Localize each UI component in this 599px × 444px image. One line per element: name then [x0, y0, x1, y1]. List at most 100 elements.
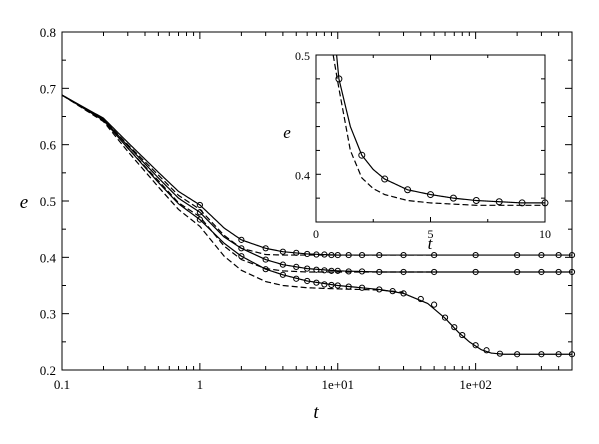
main-series-group — [61, 94, 576, 358]
main-marker — [304, 250, 311, 258]
main-marker — [514, 351, 521, 358]
inset-x-tick-label: 10 — [539, 227, 551, 241]
main-marker — [538, 268, 545, 276]
inset-marker — [335, 75, 343, 83]
main-marker — [328, 251, 335, 259]
main-marker — [441, 314, 449, 321]
main-marker — [568, 251, 576, 259]
main-marker — [472, 251, 479, 259]
main-marker — [262, 245, 269, 252]
main-marker — [472, 268, 479, 276]
inset-marker — [404, 186, 412, 194]
main-marker — [262, 256, 269, 263]
main-x-tick-label: 0.1 — [54, 377, 70, 392]
main-y-tick-label: 0.4 — [40, 250, 57, 265]
main-marker — [345, 283, 352, 290]
inset-marker — [427, 191, 434, 199]
main-marker — [313, 266, 320, 273]
main-series-dashed-line — [61, 94, 404, 293]
inset-marker — [518, 199, 526, 207]
main-marker — [555, 351, 562, 358]
main-marker — [313, 279, 320, 286]
main-y-tick-label: 0.6 — [40, 138, 57, 153]
main-marker — [196, 209, 203, 216]
main-marker — [262, 266, 269, 273]
main-y-axis-label: e — [20, 192, 28, 213]
main-marker — [555, 268, 562, 276]
main-x-tick-label: 1e+01 — [321, 377, 354, 392]
main-marker — [400, 268, 407, 276]
main-marker — [400, 251, 407, 259]
inset-series-group — [332, 54, 549, 207]
inset-y-axis-label: e — [283, 123, 291, 142]
main-marker — [376, 251, 383, 259]
inset-tick-labels: 0 5 10 0.4 0.5 — [295, 49, 551, 241]
main-marker — [304, 265, 311, 272]
inset-x-tick-label: 5 — [428, 227, 434, 241]
main-marker — [345, 251, 352, 259]
main-marker — [358, 268, 366, 275]
main-y-tick-label: 0.2 — [40, 363, 56, 378]
inset-marker — [381, 175, 389, 183]
main-marker — [313, 251, 320, 258]
main-marker — [238, 253, 245, 260]
main-marker — [376, 286, 383, 293]
main-axis-ticks — [61, 31, 573, 371]
inset-marker — [449, 194, 457, 202]
inset-plot-frame — [315, 54, 546, 223]
inset-x-axis-label: t — [428, 234, 434, 253]
main-marker — [400, 290, 407, 297]
main-marker — [321, 267, 328, 274]
main-marker — [538, 351, 545, 358]
main-marker — [304, 277, 311, 285]
main-marker — [328, 267, 335, 274]
main-marker — [334, 267, 341, 274]
main-marker — [431, 251, 438, 259]
main-marker — [196, 216, 203, 223]
main-marker — [459, 331, 466, 339]
main-plot: 0.1 1 1e+01 1e+02 0.2 0.3 0.4 0.5 0.6 0.7 0.8 t e — [20, 25, 576, 423]
main-marker — [431, 268, 438, 276]
main-series-solid-line — [61, 94, 572, 273]
main-marker — [451, 324, 458, 331]
main-marker — [472, 342, 479, 349]
main-marker — [293, 263, 300, 271]
inset-x-tick-label: 0 — [313, 227, 319, 241]
main-series-solid-line — [61, 94, 572, 256]
main-y-tick-label: 0.8 — [40, 25, 56, 40]
main-marker — [568, 268, 576, 276]
main-marker — [196, 201, 203, 209]
main-marker — [417, 295, 424, 303]
inset-marker — [358, 151, 366, 159]
main-marker — [279, 271, 286, 278]
main-marker — [293, 249, 300, 256]
main-marker — [568, 351, 576, 358]
main-marker — [321, 281, 328, 288]
main-marker — [238, 245, 245, 252]
inset-marker — [495, 198, 503, 206]
main-marker — [238, 236, 245, 243]
main-marker — [358, 284, 366, 291]
main-y-tick-label: 0.7 — [40, 81, 57, 96]
main-tick-labels: 0.1 1 1e+01 1e+02 0.2 0.3 0.4 0.5 0.6 0.7 0.8 — [40, 25, 492, 392]
main-marker — [376, 268, 383, 276]
main-marker — [293, 275, 300, 282]
inset-series-solid-line — [336, 54, 545, 204]
inset-plot-background — [316, 55, 545, 222]
main-marker — [514, 251, 521, 259]
inset-marker — [472, 197, 480, 205]
main-marker — [328, 281, 335, 289]
main-marker — [483, 347, 490, 354]
inset-y-tick-label: 0.4 — [295, 168, 310, 182]
main-x-axis-label: t — [313, 402, 319, 423]
main-y-tick-label: 0.5 — [40, 194, 56, 209]
main-marker — [345, 268, 352, 275]
main-x-tick-label: 1e+02 — [459, 377, 492, 392]
main-marker — [431, 301, 438, 308]
main-marker — [358, 251, 366, 259]
main-marker — [321, 251, 328, 258]
main-x-tick-label: 1 — [197, 377, 204, 392]
main-marker — [514, 268, 521, 276]
main-marker — [389, 288, 396, 295]
